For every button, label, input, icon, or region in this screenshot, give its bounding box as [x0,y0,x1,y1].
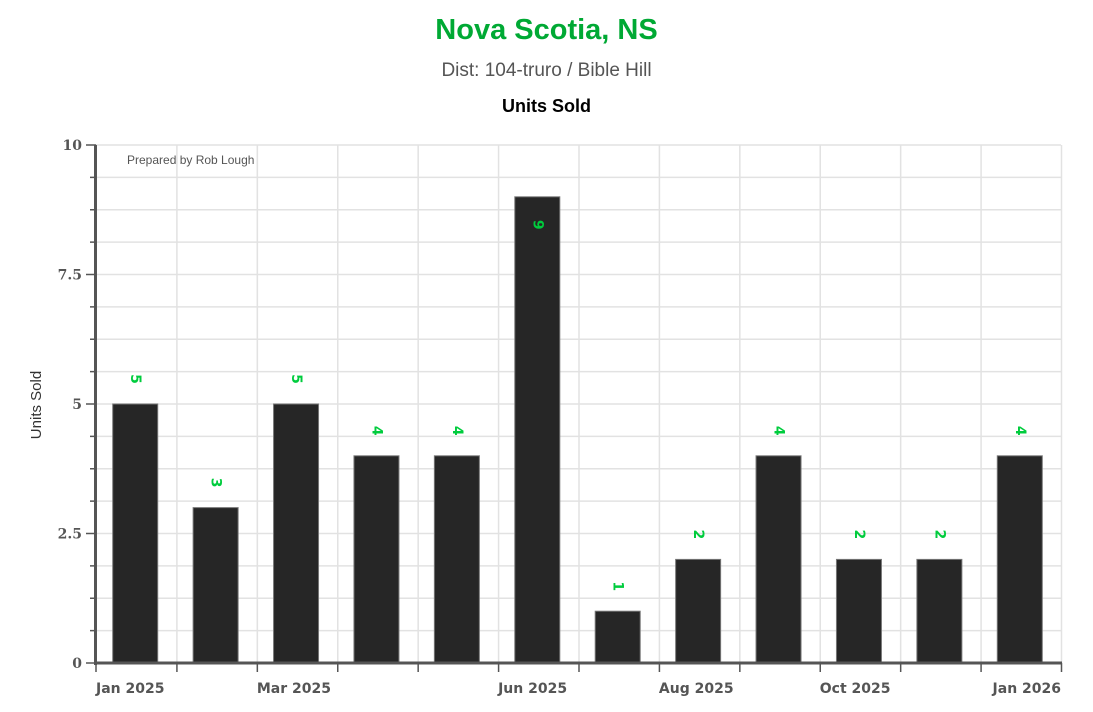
chart-title: Units Sold [502,96,591,116]
bar-value-label: 2 [690,530,706,540]
bar [112,403,159,664]
bar-value-label: 4 [368,426,384,436]
bar-value-label: 5 [288,374,304,384]
bar-value-label: 1 [610,581,626,591]
bar-value-label: 2 [931,530,947,540]
credit-annotation: Prepared by Rob Lough [127,153,254,167]
bar-value-label: 4 [449,426,465,436]
chart-main-title: Nova Scotia, NS [435,14,658,46]
bar [755,455,802,664]
bar [192,507,239,664]
y-axis-title: Units Sold [28,371,45,439]
bar [514,196,561,664]
bar [594,610,641,664]
bar [835,558,882,664]
x-tick-label: Oct 2025 [820,681,891,697]
axes: 0 2.5 5 7.5 10 Jan 2025 Mar 2025 Jun 2025 Aug 20… [58,138,1063,697]
bar-value-label: 9 [529,220,545,230]
x-tick-label: Jan 2026 [992,681,1061,697]
x-tick-label: Aug 2025 [659,681,734,697]
x-tick-label: Jun 2025 [497,681,567,697]
bar [996,455,1043,664]
y-tick-label: 5 [72,397,82,413]
bar-value-label: 2 [851,530,867,540]
bar [273,403,320,664]
y-tick-label: 10 [63,138,83,154]
bars: 5 3 5 4 4 9 1 2 4 2 2 4 [112,196,1043,664]
bar [675,558,722,664]
bar-value-label: 4 [771,426,787,436]
x-tick-label: Mar 2025 [257,681,331,697]
y-tick-label: 7.5 [58,268,82,284]
bar-value-label: 3 [208,478,224,488]
bar-value-label: 5 [127,374,143,384]
y-tick-label: 2.5 [58,527,82,543]
bar-value-label: 4 [1012,426,1028,436]
x-tick-label: Jan 2025 [95,681,164,697]
y-tick-label: 0 [72,656,82,672]
bar [916,558,963,664]
grid-lines [95,144,1063,664]
bar [353,455,400,664]
bar [433,455,480,664]
chart-subtitle: Dist: 104-truro / Bible Hill [441,60,652,81]
